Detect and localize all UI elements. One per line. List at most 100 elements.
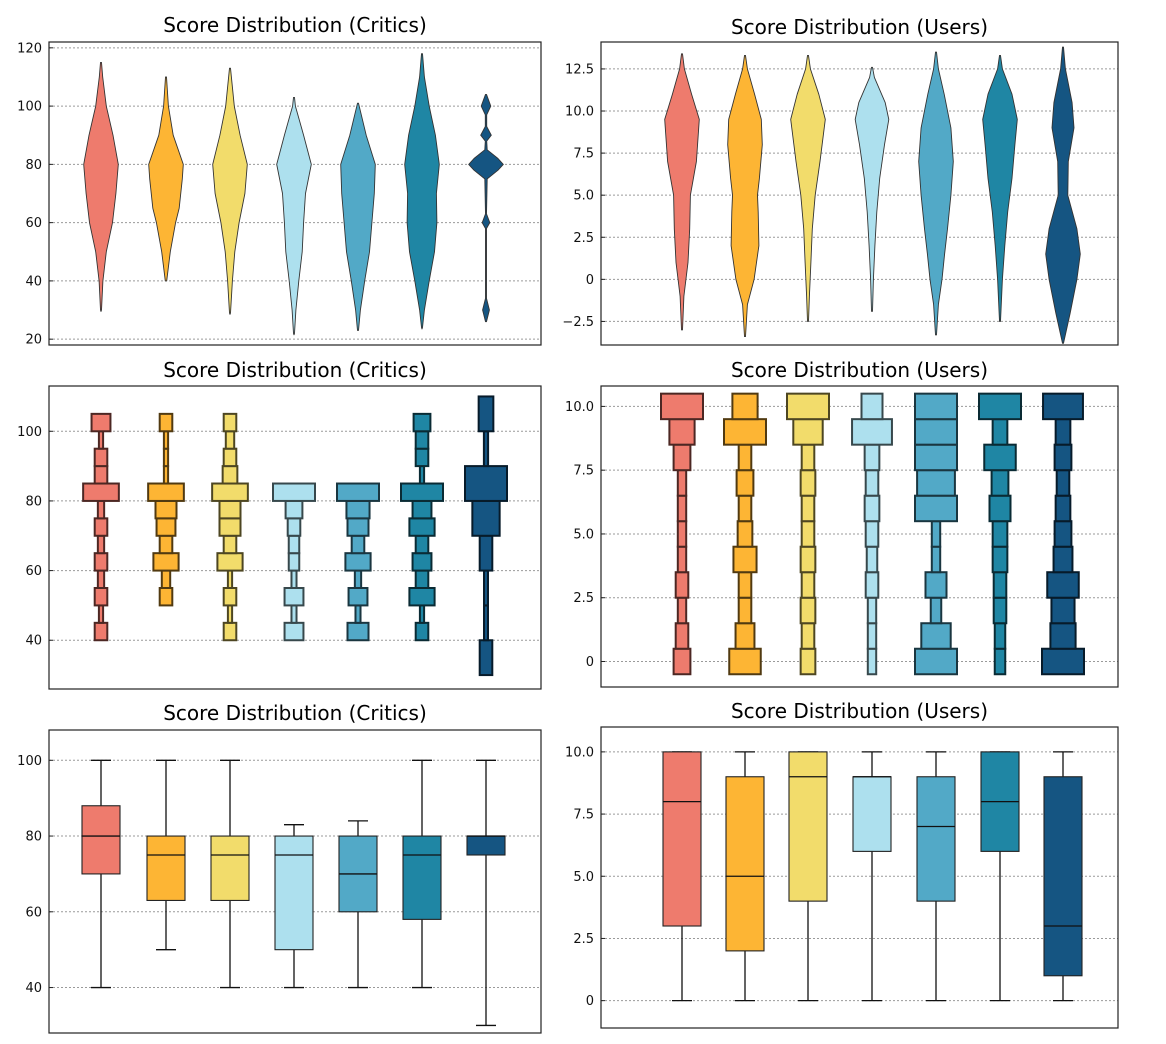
y-tick-label: 2.5: [573, 591, 594, 606]
stepped-bar-bin: [411, 552, 433, 572]
stepped-bar-bin: [272, 482, 316, 502]
stepped-bar-bin: [1046, 571, 1080, 599]
stepped-bar-bin: [93, 587, 109, 607]
stepped-bar-bin: [736, 520, 754, 548]
y-tick-label: 7.5: [573, 808, 594, 823]
violin-series-7: [468, 93, 504, 323]
stepped-bar-bin: [799, 545, 817, 574]
stepped-bar-bin: [786, 392, 830, 421]
stepped-bar-bin: [287, 534, 301, 555]
stepped-bar-series-4: [851, 392, 893, 676]
stepped-bar-bin: [865, 545, 879, 574]
box-series-3: [788, 751, 828, 1002]
y-tick-label: 2.5: [573, 231, 594, 246]
stepped-bar-series-1: [660, 392, 704, 676]
y-tick-label: 80: [25, 830, 42, 845]
stepped-bar-bin: [96, 534, 106, 555]
stepped-bar-bin: [672, 443, 692, 472]
stepped-bar-bin: [732, 545, 758, 574]
stepped-bar-bin: [93, 517, 109, 537]
stepped-bar-bin: [799, 469, 817, 497]
stepped-bar-bin: [914, 443, 958, 472]
y-tick-label: 80: [25, 158, 42, 173]
stepped-bar-bin: [412, 412, 432, 433]
stepped-bar-bin: [346, 621, 370, 642]
panel-6: Score Distribution (Users) 0 2.5 5.0 7.5 10.0: [565, 699, 1119, 1029]
stepped-bar-bin: [158, 412, 174, 433]
box-series-7: [466, 759, 506, 1027]
y-tick-label: 10.0: [565, 400, 594, 415]
stepped-bar-bin: [414, 621, 430, 642]
iqr-box: [146, 835, 186, 901]
stepped-bar-bin: [668, 418, 696, 446]
stepped-bar-bin: [82, 482, 120, 502]
stepped-bar-bin: [226, 569, 234, 589]
stepped-bar-series-7: [1041, 392, 1085, 676]
stepped-bar-bin: [152, 552, 180, 572]
stepped-bar-bin: [154, 499, 178, 520]
stepped-bar-series-6: [400, 412, 444, 642]
axes-frame: [48, 385, 542, 690]
iqr-box: [274, 835, 314, 951]
panel-title: Score Distribution (Critics): [163, 358, 427, 382]
stepped-bar-bin: [914, 647, 958, 676]
stepped-bar-bin: [920, 622, 952, 650]
stepped-bar-bin: [991, 418, 1009, 446]
y-tick-label: 60: [25, 216, 42, 231]
y-tick-label: 7.5: [573, 147, 594, 162]
box-series-6: [980, 751, 1020, 1002]
stepped-bar-bin: [283, 621, 305, 642]
stepped-bar-bin: [924, 571, 948, 599]
stepped-bar-bin: [93, 465, 109, 485]
box-series-4: [274, 824, 314, 989]
stepped-bar-bin: [346, 517, 370, 537]
stepped-bar-bin: [723, 418, 767, 446]
box-series-5: [916, 751, 956, 1002]
stepped-bar-bin: [471, 499, 501, 537]
stepped-bar-bin: [400, 482, 444, 502]
stepped-bar-bin: [224, 430, 236, 450]
violin-series-1: [83, 61, 119, 312]
stepped-bar-bin: [860, 392, 884, 421]
stepped-bar-bin: [800, 494, 816, 523]
stepped-bar-bin: [216, 552, 244, 572]
y-tick-label: 0: [586, 994, 594, 1009]
violin-series-4: [276, 96, 312, 336]
stepped-bar-bin: [414, 430, 430, 450]
stepped-bar-bin: [737, 596, 753, 625]
stepped-bar-bin: [674, 571, 690, 599]
stepped-bar-bin: [155, 517, 177, 537]
stepped-bar-bin: [287, 552, 301, 572]
axes-frame: [48, 41, 542, 346]
stepped-bar-bin: [345, 499, 371, 520]
stepped-bar-bin: [478, 639, 494, 677]
box-series-7: [1043, 751, 1083, 1002]
stepped-bar-bin: [477, 395, 495, 433]
stepped-bar-bin: [993, 622, 1007, 650]
y-tick-label: 40: [25, 981, 42, 996]
stepped-bar-series-1: [82, 412, 120, 642]
stepped-bar-bin: [222, 412, 238, 433]
y-tick-label: 0: [586, 273, 594, 288]
stepped-bar-bin: [1052, 545, 1074, 574]
violin-series-2: [727, 55, 763, 338]
stepped-bar-bin: [978, 392, 1022, 421]
stepped-bar-bin: [336, 482, 380, 502]
stepped-bar-bin: [408, 587, 436, 607]
stepped-bar-bin: [1053, 520, 1073, 548]
stepped-bar-bin: [866, 596, 878, 625]
stepped-bar-bin: [284, 499, 304, 520]
stepped-bar-bin: [160, 569, 172, 589]
stepped-bar-bin: [914, 392, 958, 421]
stepped-bar-series-5: [914, 392, 958, 676]
stepped-bar-bin: [350, 534, 366, 555]
stepped-bar-bin: [735, 469, 755, 497]
y-tick-label: 10.0: [565, 105, 594, 120]
stepped-bar-bin: [990, 469, 1010, 497]
panel-3: Score Distribution (Critics) 40 60 80 100: [17, 358, 542, 690]
stepped-bar-bin: [93, 621, 109, 642]
y-tick-label: 5.0: [573, 189, 594, 204]
y-tick-label: 100: [17, 754, 42, 769]
stepped-bar-bin: [222, 587, 238, 607]
y-tick-label: 0: [586, 655, 594, 670]
